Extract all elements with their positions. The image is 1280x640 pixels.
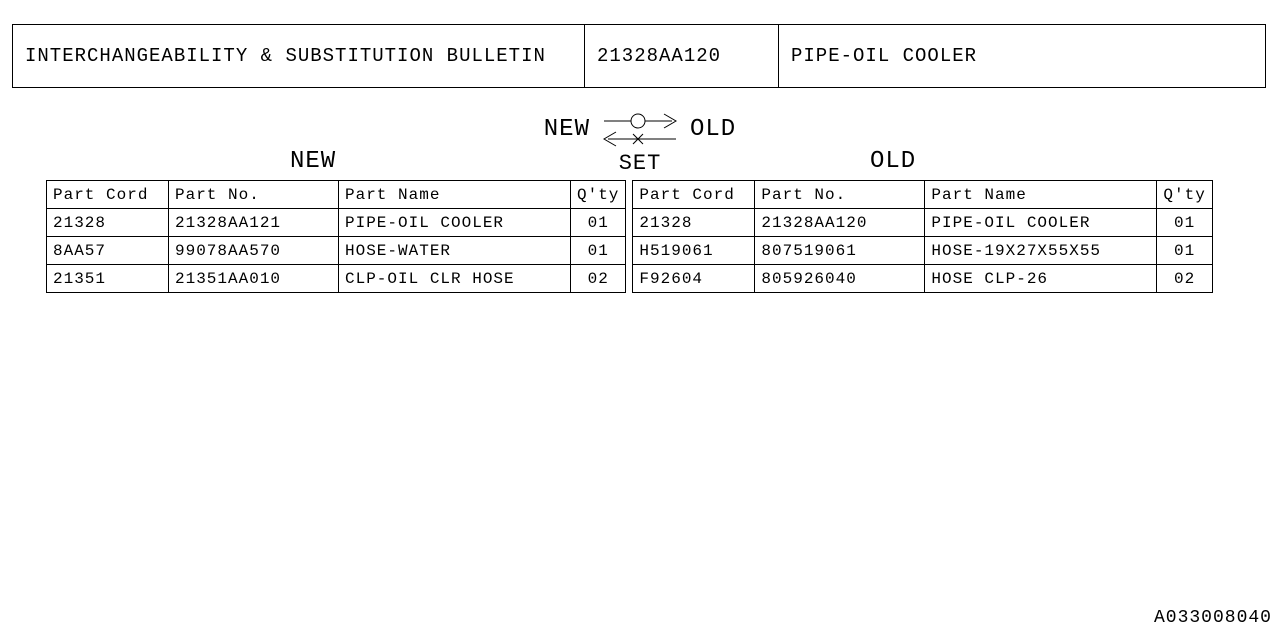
cell-no: 21328AA120 [755, 209, 925, 237]
col-header-no: Part No. [755, 181, 925, 209]
cell-name: CLP-OIL CLR HOSE [339, 265, 571, 293]
section-new-label: NEW [290, 148, 336, 175]
document-id: A033008040 [1154, 608, 1272, 628]
col-header-cord: Part Cord [47, 181, 169, 209]
new-old-arrows: NEW OLD [0, 105, 1280, 153]
col-header-name: Part Name [339, 181, 571, 209]
cell-cord: 21328 [47, 209, 169, 237]
cell-qty: 02 [571, 265, 626, 293]
col-header-qty: Q'ty [571, 181, 626, 209]
cell-qty: 01 [571, 209, 626, 237]
col-header-no: Part No. [169, 181, 339, 209]
cell-name: PIPE-OIL COOLER [925, 209, 1157, 237]
section-old-label: OLD [870, 148, 916, 175]
table-row: 21351 21351AA010 CLP-OIL CLR HOSE 02 [47, 265, 626, 293]
cell-qty: 02 [1157, 265, 1212, 293]
cell-no: 21351AA010 [169, 265, 339, 293]
cell-cord: H519061 [633, 237, 755, 265]
cell-no: 99078AA570 [169, 237, 339, 265]
col-header-name: Part Name [925, 181, 1157, 209]
table-row: H519061 807519061 HOSE-19X27X55X55 01 [633, 237, 1212, 265]
cell-qty: 01 [1157, 237, 1212, 265]
table-header-row: Part Cord Part No. Part Name Q'ty [633, 181, 1212, 209]
cell-no: 805926040 [755, 265, 925, 293]
cell-cord: 21351 [47, 265, 169, 293]
table-row: 21328 21328AA121 PIPE-OIL COOLER 01 [47, 209, 626, 237]
cell-qty: 01 [571, 237, 626, 265]
cell-name: HOSE-19X27X55X55 [925, 237, 1157, 265]
cell-cord: F92604 [633, 265, 755, 293]
table-header-row: Part Cord Part No. Part Name Q'ty [47, 181, 626, 209]
cell-name: PIPE-OIL COOLER [339, 209, 571, 237]
arrows-new-label: NEW [544, 116, 590, 143]
cell-name: HOSE-WATER [339, 237, 571, 265]
cell-cord: 21328 [633, 209, 755, 237]
table-row: 21328 21328AA120 PIPE-OIL COOLER 01 [633, 209, 1212, 237]
new-parts-table: Part Cord Part No. Part Name Q'ty 21328 … [46, 180, 626, 293]
cell-no: 807519061 [755, 237, 925, 265]
double-arrow-icon [598, 109, 682, 149]
col-header-qty: Q'ty [1157, 181, 1212, 209]
tables-container: Part Cord Part No. Part Name Q'ty 21328 … [46, 180, 1213, 293]
old-parts-table: Part Cord Part No. Part Name Q'ty 21328 … [632, 180, 1212, 293]
header-title: INTERCHANGEABILITY & SUBSTITUTION BULLET… [13, 25, 585, 87]
table-row: F92604 805926040 HOSE CLP-26 02 [633, 265, 1212, 293]
bulletin-header: INTERCHANGEABILITY & SUBSTITUTION BULLET… [12, 24, 1266, 88]
cell-qty: 01 [1157, 209, 1212, 237]
header-part-name: PIPE-OIL COOLER [779, 25, 1265, 87]
col-header-cord: Part Cord [633, 181, 755, 209]
table-row: 8AA57 99078AA570 HOSE-WATER 01 [47, 237, 626, 265]
cell-cord: 8AA57 [47, 237, 169, 265]
arrows-old-label: OLD [690, 116, 736, 143]
header-part-no: 21328AA120 [585, 25, 779, 87]
cell-name: HOSE CLP-26 [925, 265, 1157, 293]
set-label: SET [0, 151, 1280, 176]
cell-no: 21328AA121 [169, 209, 339, 237]
